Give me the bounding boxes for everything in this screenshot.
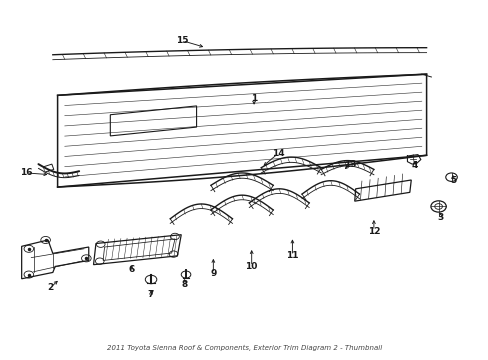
Text: 11: 11 bbox=[285, 251, 298, 260]
Text: 9: 9 bbox=[210, 269, 216, 278]
Text: 1: 1 bbox=[250, 94, 257, 103]
Text: 13: 13 bbox=[343, 159, 355, 168]
Text: 16: 16 bbox=[20, 168, 33, 177]
Text: 5: 5 bbox=[449, 176, 455, 185]
Text: 10: 10 bbox=[245, 262, 257, 271]
Text: 2011 Toyota Sienna Roof & Components, Exterior Trim Diagram 2 - Thumbnail: 2011 Toyota Sienna Roof & Components, Ex… bbox=[107, 345, 381, 351]
Text: 6: 6 bbox=[128, 265, 135, 274]
Text: 3: 3 bbox=[437, 212, 443, 221]
Text: 4: 4 bbox=[410, 161, 417, 170]
Text: 8: 8 bbox=[181, 280, 187, 289]
Text: 15: 15 bbox=[176, 36, 188, 45]
Text: 2: 2 bbox=[47, 283, 53, 292]
Text: 14: 14 bbox=[271, 149, 284, 158]
Text: 7: 7 bbox=[147, 290, 154, 299]
Text: 12: 12 bbox=[367, 227, 379, 236]
